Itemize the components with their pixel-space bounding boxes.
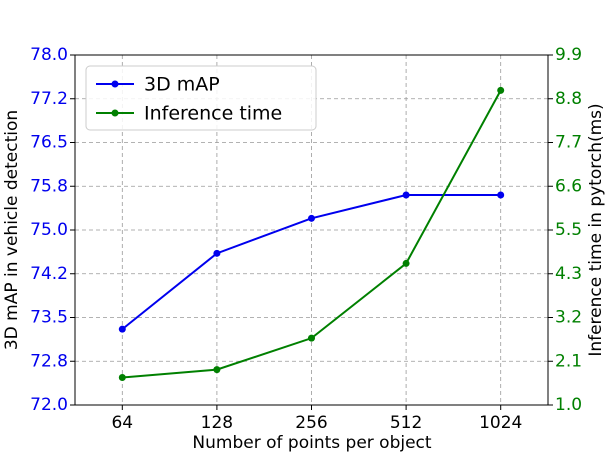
legend-marker	[111, 80, 119, 88]
y2-tick-label: 4.3	[555, 264, 582, 284]
data-point	[213, 249, 221, 257]
legend-label: Inference time	[144, 103, 282, 125]
x-tick-label: 64	[111, 413, 133, 433]
x-tick-label: 1024	[479, 413, 522, 433]
y-tick-label: 77.2	[30, 89, 68, 109]
legend-label: 3D mAP	[144, 74, 220, 96]
y-tick-label: 74.2	[30, 264, 68, 284]
plot-frame	[74, 54, 549, 406]
data-point	[497, 191, 505, 199]
data-point	[497, 86, 505, 94]
data-point	[402, 191, 410, 199]
y-tick-label: 75.0	[30, 220, 68, 240]
y2-tick-label: 2.1	[555, 351, 582, 371]
data-point	[308, 334, 315, 342]
y-tick-label: 72.8	[30, 351, 68, 371]
y2-tick-label: 6.6	[555, 176, 582, 196]
y2-tick-label: 3.2	[555, 308, 582, 328]
y-tick-label: 73.5	[30, 308, 68, 328]
x-tick-label: 512	[390, 413, 422, 433]
y2-tick-label: 9.9	[555, 45, 582, 65]
y2-tick-label: 8.8	[555, 89, 582, 109]
data-point	[308, 214, 315, 222]
data-point	[118, 373, 126, 381]
y-tick-label: 78.0	[30, 45, 68, 65]
y-tick-label: 76.5	[30, 133, 68, 153]
y-axis-label: 3D mAP in vehicle detection	[2, 110, 22, 350]
y2-tick-label: 7.7	[555, 133, 582, 153]
y2-tick-label: 1.0	[555, 395, 582, 415]
x-axis-label: Number of points per object	[192, 433, 431, 453]
x-tick-label: 256	[295, 413, 327, 433]
y-tick-label: 72.0	[30, 395, 68, 415]
x-tick-label: 128	[201, 413, 233, 433]
legend-marker	[111, 109, 119, 117]
y2-tick-label: 5.5	[555, 220, 582, 240]
y-tick-label: 75.8	[30, 176, 68, 196]
data-point	[213, 366, 221, 374]
data-point	[118, 325, 126, 333]
y2-axis-label: Inference time in pytorch(ms)	[586, 103, 606, 356]
data-point	[402, 259, 410, 267]
legend-box	[85, 65, 317, 131]
